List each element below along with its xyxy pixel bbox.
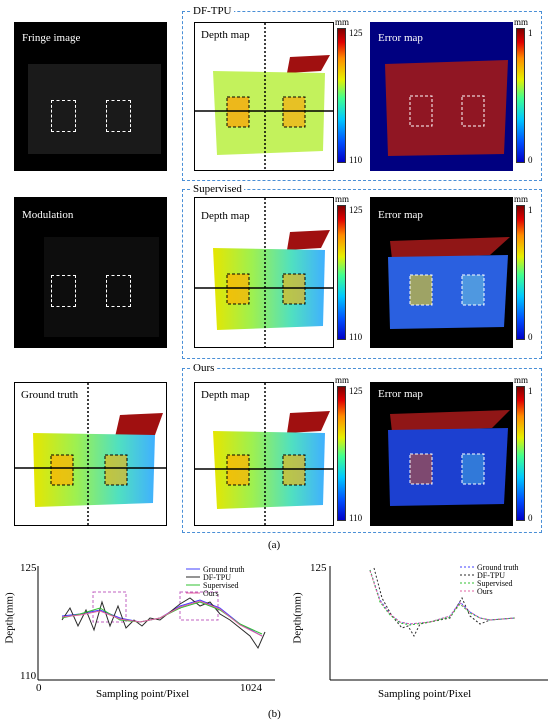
- caption-b: (b): [268, 708, 281, 720]
- dftpu-depth-map: Depth map: [194, 22, 334, 171]
- group-ours: [182, 368, 542, 533]
- supervised-error-label: Error map: [378, 209, 423, 221]
- ours-curve-right: [369, 570, 516, 625]
- dftpu-error-label: Error map: [378, 32, 423, 44]
- left-ylabel: Depth(mm): [3, 592, 16, 644]
- ours-error-colorbar: [516, 386, 525, 521]
- profile-plot-left: Ground truth DF-TPU Supervised Ours: [37, 565, 275, 681]
- left-xright: 1024: [240, 682, 262, 694]
- group-supervised: [182, 189, 542, 359]
- svg-text:Ground truth: Ground truth: [477, 563, 519, 572]
- ours-curve: [61, 600, 263, 637]
- group-ours-title: Ours: [191, 362, 217, 374]
- left-ytop: 125: [20, 562, 37, 574]
- ground-truth-label: Ground truth: [21, 389, 79, 401]
- left-xlabel: Sampling point/Pixel: [96, 688, 190, 700]
- ground-truth-image: Ground truth: [14, 382, 167, 526]
- svg-text:DF-TPU: DF-TPU: [203, 573, 231, 582]
- fringe-image: Fringe image: [14, 22, 167, 171]
- caption-a: (a): [268, 539, 281, 551]
- svg-text:Ours: Ours: [203, 589, 219, 598]
- right-xlabel: Sampling point/Pixel: [378, 688, 472, 700]
- profile-plot-right: Ground truth DF-TPU Supervised Ours: [329, 563, 548, 681]
- supervised-error-colorbar: [516, 205, 525, 340]
- dftpu-curve: [61, 597, 266, 650]
- ours-error-label: Error map: [378, 388, 423, 400]
- fringe-image-label: Fringe image: [22, 32, 81, 44]
- ours-error-map: Error map: [370, 382, 513, 526]
- ours-depth-map: Depth map: [194, 382, 334, 526]
- group-dftpu: [182, 11, 542, 181]
- legend-left: Ground truth DF-TPU Supervised Ours: [186, 565, 245, 598]
- left-ybottom: 110: [20, 670, 37, 682]
- modulation-image: Modulation: [14, 197, 167, 348]
- ground-truth-depth: [15, 383, 166, 525]
- ours-depth-colorbar: [337, 386, 346, 521]
- supervised-depth-label: Depth map: [201, 210, 250, 222]
- modulation-label: Modulation: [22, 209, 74, 221]
- group-dftpu-title: DF-TPU: [191, 5, 234, 17]
- svg-text:Ground truth: Ground truth: [203, 565, 245, 574]
- svg-text:Supervised: Supervised: [477, 579, 513, 588]
- dftpu-depth-colorbar: [337, 28, 346, 163]
- supervised-curve-right: [369, 569, 516, 626]
- supervised-depth-colorbar: [337, 205, 346, 340]
- dftpu-error-map: Error map: [370, 22, 513, 171]
- group-supervised-title: Supervised: [191, 183, 244, 195]
- supervised-depth-map: Depth map: [194, 197, 334, 348]
- svg-text:DF-TPU: DF-TPU: [477, 571, 505, 580]
- legend-right: Ground truth DF-TPU Supervised Ours: [460, 563, 519, 596]
- dftpu-depth-label: Depth map: [201, 29, 250, 41]
- right-ylabel: Depth(mm): [291, 592, 304, 644]
- ours-depth-label: Depth map: [201, 389, 250, 401]
- svg-text:Ours: Ours: [477, 587, 493, 596]
- right-ytop: 125: [310, 562, 327, 574]
- dftpu-error-colorbar: [516, 28, 525, 163]
- left-xleft: 0: [36, 682, 42, 694]
- supervised-error-map: Error map: [370, 197, 513, 348]
- svg-text:Supervised: Supervised: [203, 581, 239, 590]
